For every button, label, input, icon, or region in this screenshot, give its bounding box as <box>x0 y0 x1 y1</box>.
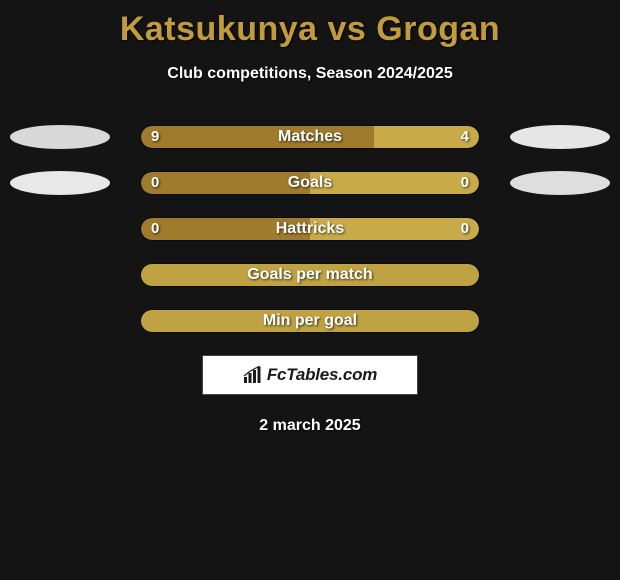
subtitle: Club competitions, Season 2024/2025 <box>0 65 620 83</box>
bar-goals: 0 Goals 0 <box>140 171 480 195</box>
bar-matches: 9 Matches 4 <box>140 125 480 149</box>
stat-row-hattricks: 0 Hattricks 0 <box>0 217 620 241</box>
comparison-chart: 9 Matches 4 0 Goals 0 0 Hattricks 0 <box>0 125 620 333</box>
page-title: Katsukunya vs Grogan <box>0 0 620 49</box>
value-right: 4 <box>461 126 469 148</box>
value-right: 0 <box>461 172 469 194</box>
bar-chart-icon <box>243 366 263 384</box>
player-right-marker <box>510 125 610 149</box>
stat-label: Goals per match <box>141 264 479 286</box>
stat-row-matches: 9 Matches 4 <box>0 125 620 149</box>
bar-min-per-goal: Min per goal <box>140 309 480 333</box>
stat-row-min-per-goal: Min per goal <box>0 309 620 333</box>
stat-label: Matches <box>141 126 479 148</box>
value-right: 0 <box>461 218 469 240</box>
stat-row-goals-per-match: Goals per match <box>0 263 620 287</box>
stat-label: Goals <box>141 172 479 194</box>
player-left-marker <box>10 171 110 195</box>
player-left-marker <box>10 125 110 149</box>
bar-goals-per-match: Goals per match <box>140 263 480 287</box>
player-right-marker <box>510 171 610 195</box>
date-label: 2 march 2025 <box>0 417 620 435</box>
stat-label: Hattricks <box>141 218 479 240</box>
watermark: FcTables.com <box>202 355 418 395</box>
watermark-text: FcTables.com <box>267 365 377 385</box>
bar-hattricks: 0 Hattricks 0 <box>140 217 480 241</box>
stat-row-goals: 0 Goals 0 <box>0 171 620 195</box>
stat-label: Min per goal <box>141 310 479 332</box>
